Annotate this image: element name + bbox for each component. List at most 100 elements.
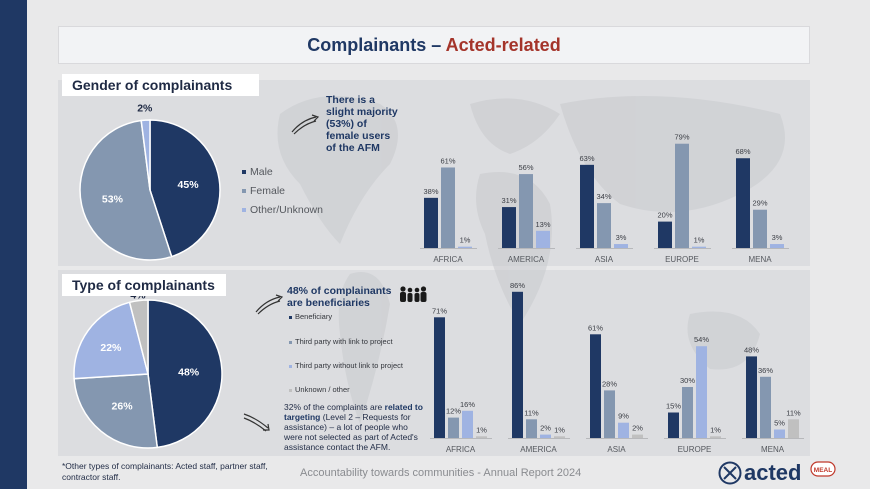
title-accent: Acted-related bbox=[445, 35, 561, 55]
pie-label: 48% bbox=[178, 366, 200, 378]
type-legend-third-nolink: Third party without link to project bbox=[289, 361, 404, 370]
bar bbox=[682, 387, 693, 438]
legend-swatch-unknown bbox=[289, 388, 292, 392]
bar bbox=[554, 436, 565, 438]
category-label: ASIA bbox=[595, 255, 614, 264]
gender-callout: There is a slight majority (53%) of fema… bbox=[326, 94, 398, 154]
footnote: *Other types of complainants: Acted staf… bbox=[62, 461, 268, 482]
logo-text: acted bbox=[744, 460, 802, 485]
legend-swatch-third-nolink bbox=[289, 364, 292, 368]
bar-value-label: 20% bbox=[657, 211, 672, 220]
bar-value-label: 31% bbox=[501, 196, 516, 205]
arrow-icon bbox=[243, 413, 270, 432]
type-heading: Type of complainants bbox=[62, 274, 226, 296]
bar bbox=[760, 376, 771, 438]
gender-legend-label: Female bbox=[250, 185, 286, 197]
bar bbox=[462, 410, 473, 438]
gender-legend-male: Male bbox=[242, 166, 273, 178]
pie-label: 53% bbox=[102, 193, 124, 205]
bar-value-label: 2% bbox=[540, 424, 551, 433]
bar bbox=[618, 422, 629, 438]
bar bbox=[526, 419, 537, 438]
gender-pie-chart: 45% 53% 2% bbox=[79, 103, 221, 261]
bar bbox=[696, 346, 707, 438]
bar-value-label: 61% bbox=[588, 323, 603, 332]
acted-logo: acted MEAL bbox=[718, 458, 836, 488]
pie-label: 2% bbox=[137, 103, 153, 115]
legend-swatch-female bbox=[242, 189, 246, 194]
bar bbox=[536, 230, 550, 248]
bar bbox=[746, 356, 757, 438]
legend-swatch-other bbox=[242, 208, 246, 213]
category-label: MENA bbox=[761, 445, 785, 454]
category-label: AFRICA bbox=[446, 445, 476, 454]
bar-value-label: 1% bbox=[694, 236, 705, 245]
category-label: AMERICA bbox=[520, 445, 557, 454]
bar bbox=[632, 434, 643, 438]
pie-slice bbox=[73, 373, 159, 449]
pie-slice bbox=[147, 299, 223, 449]
bar bbox=[736, 158, 750, 248]
bar bbox=[448, 417, 459, 438]
bar-value-label: 9% bbox=[618, 412, 629, 421]
title-main: Complainants – bbox=[307, 35, 446, 55]
bar bbox=[458, 246, 472, 248]
bar-value-label: 1% bbox=[710, 425, 721, 434]
bar bbox=[580, 164, 594, 248]
gender-callout-line: There is a bbox=[326, 94, 376, 106]
bar bbox=[476, 436, 487, 438]
category-label: EUROPE bbox=[678, 445, 712, 454]
bar-value-label: 15% bbox=[666, 402, 681, 411]
type-pie-chart: 48% 26% 22% 4% bbox=[73, 296, 223, 449]
category-label: MENA bbox=[748, 255, 772, 264]
gender-heading: Gender of complainants bbox=[62, 74, 259, 96]
acted-logo-icon bbox=[718, 461, 742, 485]
bar bbox=[434, 317, 445, 438]
meal-badge-text: MEAL bbox=[814, 467, 832, 474]
bar bbox=[512, 291, 523, 438]
bar-value-label: 36% bbox=[758, 366, 773, 375]
pie-slice bbox=[149, 119, 221, 258]
bar-value-label: 13% bbox=[535, 220, 550, 229]
gender-callout-line: (53%) of bbox=[326, 118, 367, 130]
bar bbox=[540, 434, 551, 438]
bar bbox=[424, 197, 438, 248]
bar bbox=[770, 244, 784, 248]
note-pre: 32% of the complaints are bbox=[284, 402, 385, 412]
bar bbox=[502, 207, 516, 248]
targeting-note: 32% of the complaints are related to tar… bbox=[284, 402, 426, 452]
gender-callout-line: slight majority bbox=[326, 106, 398, 118]
note-post: (Level 2 – Requests for assistance) – a … bbox=[284, 412, 418, 452]
bar-value-label: 34% bbox=[596, 192, 611, 201]
bar-value-label: 71% bbox=[432, 306, 447, 315]
pie-label: 22% bbox=[100, 342, 122, 354]
bar-value-label: 5% bbox=[774, 419, 785, 428]
bar bbox=[774, 429, 785, 438]
gender-callout-line: female users bbox=[326, 130, 391, 142]
category-label: AMERICA bbox=[508, 255, 545, 264]
footer-text: Accountability towards communities - Ann… bbox=[300, 467, 582, 479]
bar-value-label: 54% bbox=[694, 335, 709, 344]
bar-value-label: 29% bbox=[752, 199, 767, 208]
pie-slice bbox=[79, 119, 173, 261]
bar-value-label: 3% bbox=[772, 233, 783, 242]
bar-value-label: 1% bbox=[554, 425, 565, 434]
category-label: ASIA bbox=[607, 445, 626, 454]
bar-value-label: 3% bbox=[616, 233, 627, 242]
gender-legend-other: Other/Unknown bbox=[242, 204, 323, 216]
gender-bar-chart: 38% 61% 1% AFRICA 31% 56% 13% AMERICA 63% 34% 3% AS… bbox=[420, 133, 789, 264]
category-label: AFRICA bbox=[433, 255, 463, 264]
gender-legend-female: Female bbox=[242, 185, 285, 197]
bar-value-label: 56% bbox=[518, 163, 533, 172]
bar-value-label: 2% bbox=[632, 424, 643, 433]
bar bbox=[590, 334, 601, 438]
bar-value-label: 38% bbox=[423, 187, 438, 196]
gender-legend-label: Other/Unknown bbox=[250, 204, 323, 216]
sidebar-stripe bbox=[0, 0, 27, 489]
pie-label: 4% bbox=[130, 296, 146, 302]
bar bbox=[668, 412, 679, 438]
type-callout: 48% of complainants are beneficiaries bbox=[287, 285, 391, 309]
type-legend-label: Unknown / other bbox=[295, 385, 350, 394]
legend-swatch-third-link bbox=[289, 340, 292, 344]
